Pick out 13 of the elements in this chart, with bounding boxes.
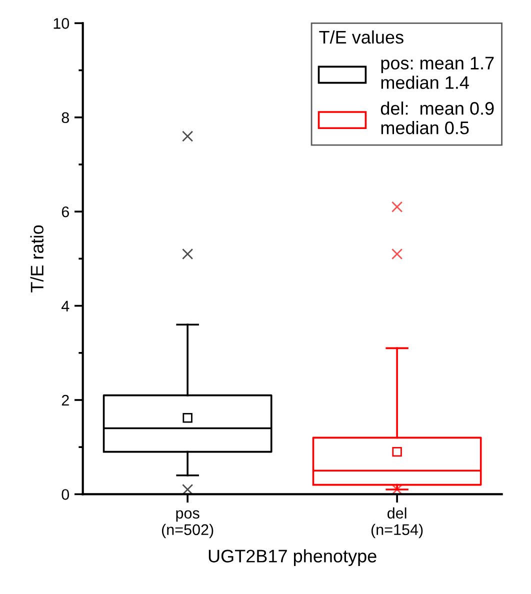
y-tick-label: 8	[62, 112, 69, 124]
y-axis-title: T/E ratio	[30, 225, 44, 292]
y-tick-label: 2	[62, 394, 69, 406]
y-tick-label: 6	[62, 206, 69, 218]
y-tick-label: 0	[62, 489, 70, 500]
legend-title: T/E values	[319, 30, 404, 44]
legend-label: del: mean 0.9 median 0.5	[380, 102, 494, 134]
y-tick-label: 10	[54, 18, 70, 29]
y-tick-label: 4	[61, 300, 70, 312]
x-tick-label: del (n=154)	[371, 507, 423, 538]
x-axis-title: UGT2B17 phenotype	[208, 549, 376, 566]
legend-label: pos: mean 1.7 median 1.4	[381, 56, 494, 89]
x-tick-label: pos (n=502)	[162, 510, 214, 538]
